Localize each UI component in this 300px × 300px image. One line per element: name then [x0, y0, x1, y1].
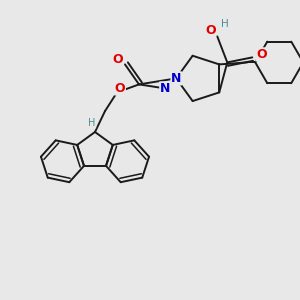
Text: H: H	[221, 20, 229, 29]
Text: N: N	[171, 72, 181, 85]
Text: N: N	[160, 82, 170, 95]
Text: O: O	[113, 53, 123, 66]
Text: O: O	[115, 82, 125, 95]
Text: H: H	[88, 118, 96, 128]
Text: O: O	[256, 48, 267, 61]
Text: O: O	[205, 24, 216, 37]
